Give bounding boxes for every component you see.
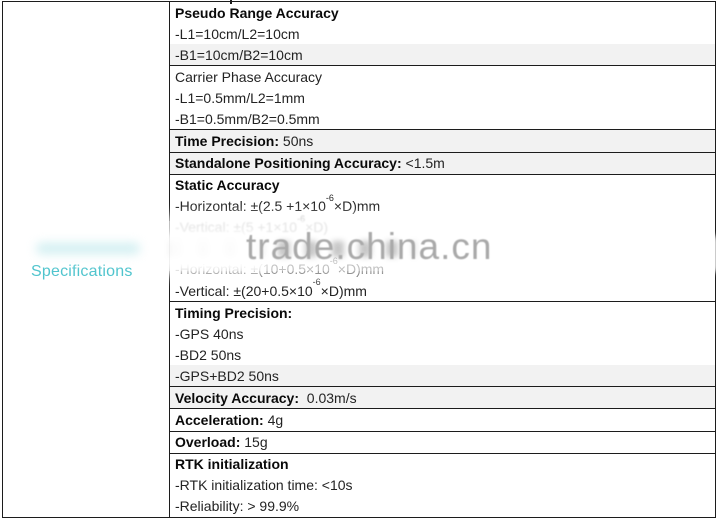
spec-value: -GPS+BD2 50ns	[175, 367, 279, 384]
spec-row: Standalone Positioning Accuracy: <1.5m	[170, 152, 715, 174]
spec-label: RTK initialization	[175, 456, 289, 473]
spec-group: Timing Precision: -GPS 40ns -BD2 50ns -GPS+…	[170, 302, 715, 388]
spec-row: Time Precision: 50ns	[170, 130, 715, 152]
spec-row: Timing Precision:	[170, 302, 715, 323]
spec-row: -B1=0.5mm/B2=0.5mm	[170, 108, 715, 129]
spec-row: -BD2 50ns	[170, 344, 715, 365]
spec-category-label: Specifications	[31, 263, 133, 280]
spec-row: Pseudo Range Accuracy	[170, 2, 715, 23]
spec-label: Overload:	[175, 434, 241, 451]
spec-label: Acceleration:	[175, 412, 264, 429]
spec-group: Static Accuracy -Horizontal: ±(2.5 +1×10-…	[170, 175, 715, 303]
obscured-row	[170, 238, 715, 259]
spec-group: Overload: 15g	[170, 432, 715, 454]
spec-row: -Reliability: > 99.9%	[170, 496, 715, 517]
spec-group: Pseudo Range Accuracy -L1=10cm/L2=10cm -B1…	[170, 2, 715, 67]
spec-values-column: Pseudo Range Accuracy -L1=10cm/L2=10cm -B1…	[169, 2, 715, 517]
spec-group: Acceleration: 4g	[170, 409, 715, 432]
spec-value: -L1=0.5mm/L2=1mm	[175, 89, 305, 106]
spec-value: -Horizontal: ±(2.5 +1×10-6×D)mm	[175, 192, 381, 215]
spec-value: -GPS 40ns	[175, 325, 244, 342]
spec-category-cell: Specifications	[3, 2, 169, 517]
spec-value: 4g	[263, 412, 284, 429]
spec-value: 15g	[240, 434, 268, 451]
spec-label: Pseudo Range Accuracy	[175, 4, 339, 21]
spec-group: Time Precision: 50ns	[170, 130, 715, 153]
spec-row: Overload: 15g	[170, 432, 715, 453]
spec-value: -Vertical: ±(5 +1×10-6×D)	[175, 213, 329, 236]
spec-group: RTK initialization -RTK initialization ti…	[170, 454, 715, 517]
spec-row: -Vertical: ±(20+0.5×10-6×D)mm	[170, 276, 715, 301]
spec-value: -RTK initialization time: <10s	[175, 477, 353, 494]
spec-row: -GPS+BD2 50ns	[170, 365, 715, 387]
spec-value: -Vertical: ±(20+0.5×10-6×D)mm	[175, 276, 367, 299]
spec-row: Static Accuracy	[170, 175, 715, 196]
spec-row: -L1=0.5mm/L2=1mm	[170, 87, 715, 108]
spec-row: -GPS 40ns	[170, 323, 715, 344]
spec-label: Timing Precision:	[175, 304, 293, 321]
spec-value: -BD2 50ns	[175, 346, 242, 363]
spec-value: -Horizontal: ±(10+0.5×10-6×D)mm	[175, 255, 385, 278]
spec-row: Acceleration: 4g	[170, 409, 715, 430]
spec-value: <1.5m	[401, 155, 445, 172]
spec-group: Velocity Accuracy: 0.03m/s	[170, 387, 715, 410]
spec-value: Carrier Phase Accuracy	[175, 68, 323, 85]
spec-label: Time Precision:	[175, 133, 280, 149]
spec-value: -B1=0.5mm/B2=0.5mm	[175, 110, 320, 127]
spec-row: RTK initialization	[170, 454, 715, 475]
spec-label: Velocity Accuracy:	[175, 389, 299, 406]
spec-row: -L1=10cm/L2=10cm	[170, 23, 715, 44]
spec-value: -B1=10cm/B2=10cm	[175, 46, 303, 63]
spec-row: Velocity Accuracy: 0.03m/s	[170, 387, 715, 409]
spec-row: -B1=10cm/B2=10cm	[170, 44, 715, 66]
spec-value: -Reliability: > 99.9%	[175, 498, 300, 515]
spec-row: -RTK initialization time: <10s	[170, 475, 715, 496]
spec-row: -Horizontal: ±(10+0.5×10-6×D)mm	[170, 255, 715, 280]
spec-value: -L1=10cm/L2=10cm	[175, 25, 300, 42]
spec-label: Static Accuracy	[175, 177, 280, 194]
spec-label: Standalone Positioning Accuracy:	[175, 155, 402, 172]
spec-group: Carrier Phase Accuracy -L1=0.5mm/L2=1mm -B…	[170, 66, 715, 131]
spec-row: -Horizontal: ±(2.5 +1×10-6×D)mm	[170, 192, 715, 217]
spec-group: Standalone Positioning Accuracy: <1.5m	[170, 152, 715, 175]
spec-value: 0.03m/s	[299, 389, 357, 406]
spec-value: 50ns	[279, 133, 314, 149]
spec-row: Carrier Phase Accuracy	[170, 66, 715, 87]
spec-row: -Vertical: ±(5 +1×10-6×D)	[170, 213, 715, 238]
